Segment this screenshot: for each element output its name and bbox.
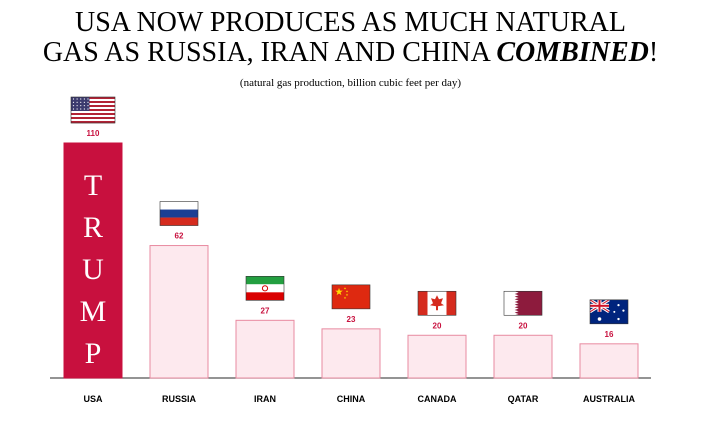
australia-flag-icon bbox=[589, 298, 629, 325]
category-label-iran: IRAN bbox=[254, 394, 276, 404]
value-label-australia: 16 bbox=[605, 330, 614, 339]
value-label-china: 23 bbox=[347, 315, 356, 324]
value-label-iran: 27 bbox=[261, 306, 270, 315]
russia-flag-icon bbox=[159, 201, 199, 226]
bar-qatar bbox=[493, 334, 553, 379]
chart-subtitle: (natural gas production, billion cubic f… bbox=[239, 77, 462, 89]
category-label-australia: AUSTRALIA bbox=[583, 394, 635, 404]
title-suffix: ! bbox=[648, 37, 659, 68]
value-label-usa: 110 bbox=[87, 129, 100, 138]
title-line-1: USA NOW PRODUCES AS MUCH NATURAL bbox=[74, 7, 627, 38]
bar-russia bbox=[149, 245, 209, 379]
category-label-qatar: QATAR bbox=[508, 394, 539, 404]
category-label-russia: RUSSIA bbox=[162, 394, 197, 404]
iran-flag-icon bbox=[245, 276, 285, 301]
value-label-canada: 20 bbox=[433, 321, 442, 330]
canada-flag-icon bbox=[417, 290, 457, 316]
bar-usa bbox=[63, 142, 123, 379]
qatar-flag-icon bbox=[503, 290, 543, 316]
bar-text-letter: U bbox=[82, 253, 104, 286]
bar-australia bbox=[579, 343, 639, 379]
chart-title: USA NOW PRODUCES AS MUCH NATURAL GAS AS … bbox=[0, 8, 701, 68]
category-label-usa: USA bbox=[83, 394, 103, 404]
bar-canada bbox=[407, 334, 467, 379]
value-label-russia: 62 bbox=[175, 232, 184, 241]
bar-text-letter: T bbox=[84, 169, 102, 202]
value-label-qatar: 20 bbox=[519, 321, 528, 330]
bar-text-letter: P bbox=[85, 337, 102, 370]
bar-text-letter: R bbox=[83, 211, 103, 244]
bar-china bbox=[321, 328, 381, 379]
china-flag-icon bbox=[331, 284, 371, 310]
category-label-canada: CANADA bbox=[418, 394, 457, 404]
category-label-china: CHINA bbox=[337, 394, 366, 404]
bar-text-letter: M bbox=[80, 295, 107, 328]
title-line-2: GAS AS RUSSIA, IRAN AND CHINA bbox=[42, 37, 497, 68]
bar-iran bbox=[235, 319, 295, 379]
title-emphasis: COMBINED bbox=[496, 37, 649, 68]
usa-flag-icon bbox=[70, 96, 116, 124]
